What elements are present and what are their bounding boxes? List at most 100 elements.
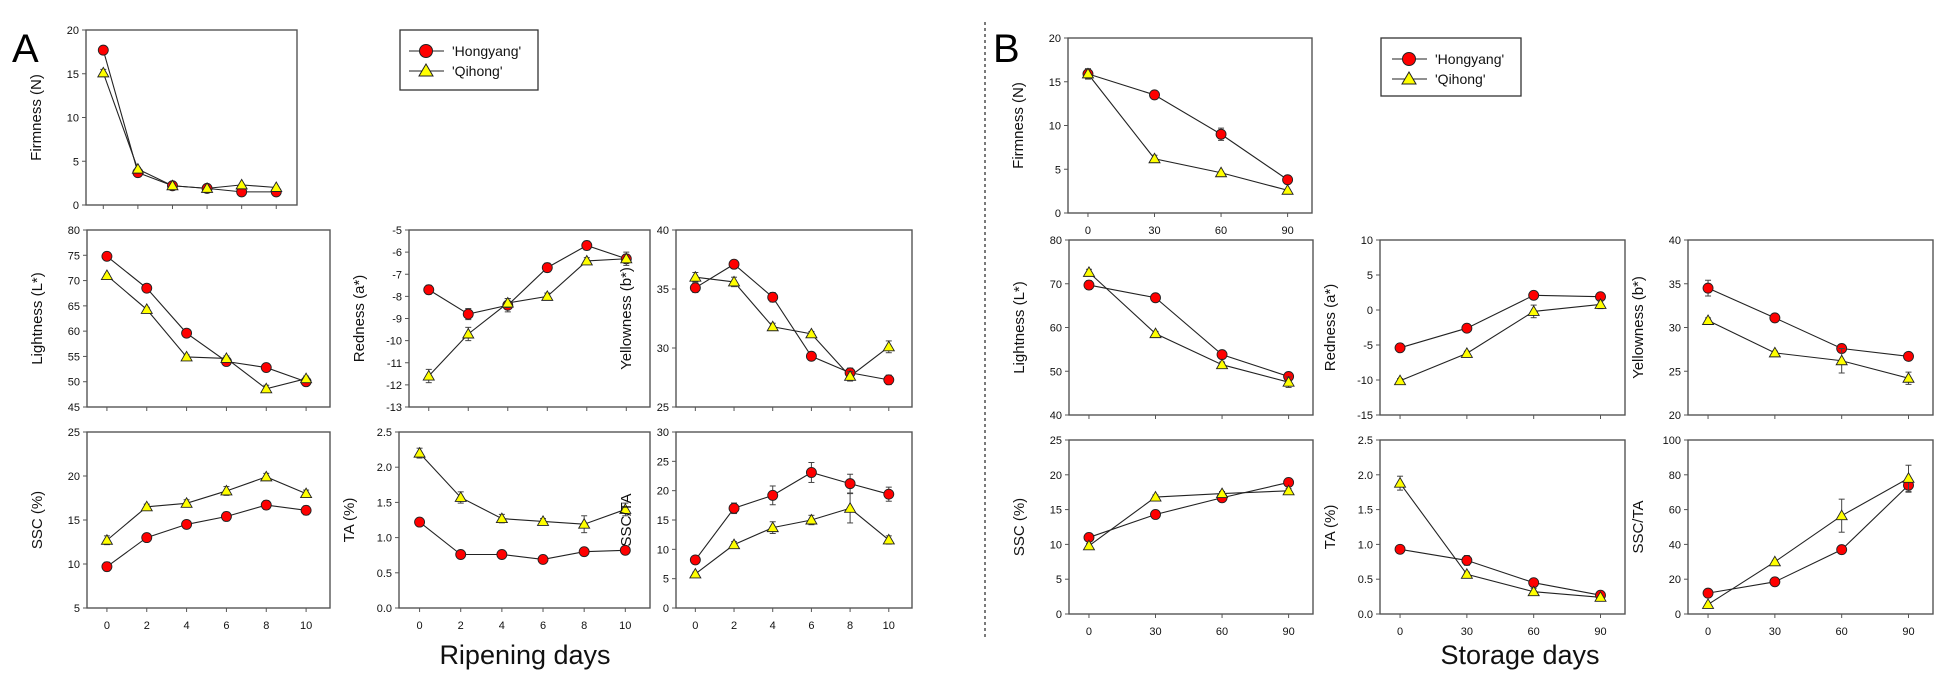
plot-frame [675,431,913,609]
y-tick-label: 15 [67,69,79,81]
x-tick-label: 60 [1528,626,1540,638]
data-point-qihong [220,352,233,363]
x-axis-title-a: Ripening days [439,640,610,670]
data-point-qihong [97,66,110,78]
series-line-hongyang [1707,287,1909,357]
data-point-qihong [1768,346,1782,358]
data-point-qihong [299,372,313,384]
series-line-qihong [1399,482,1601,598]
series-line-hongyang [1088,481,1289,538]
plot-frame [398,431,651,609]
y-axis-title: Firmness (N) [28,74,45,161]
data-point-hongyang [619,544,631,556]
data-point-hongyang [1149,89,1160,101]
series-line-qihong [1399,303,1601,382]
subplot-b-yellowness: 20 25 30 35 40 Yellowness (b*) [1630,235,1934,422]
x-tick-label: 10 [619,620,631,632]
data-point-qihong [1215,487,1229,499]
data-point-qihong [1081,67,1095,79]
subplot-a-redness: -13 -12 -11 -10 -9 -8 -7 -6 -5 Redness (a*) [351,225,651,414]
data-point-qihong [1902,471,1915,483]
x-tick-label: 6 [540,620,546,632]
data-point-qihong [495,512,509,524]
series-line-qihong [419,452,626,525]
data-point-qihong [882,533,896,545]
data-point-qihong [461,327,475,339]
data-point-hongyang [423,284,435,296]
data-point-hongyang [1702,282,1714,294]
subplot-a-sscta: 0 5 10 15 20 25 30 0 2 4 6 8 10 SSC/TA [618,427,913,632]
y-tick-label: 15 [1049,77,1061,89]
y-tick-label: 50 [1050,366,1062,378]
y-tick-label: 30 [1669,323,1681,335]
x-tick-label: 90 [1281,225,1293,237]
legend-triangle-marker [1401,71,1417,85]
y-tick-label: 5 [1056,574,1062,586]
legend-triangle-marker [418,63,434,77]
data-point-qihong [1527,305,1540,316]
y-tick-label: -7 [392,269,402,281]
y-tick-label: 20 [1669,574,1681,586]
x-tick-label: 30 [1148,225,1160,237]
data-point-qihong [166,179,179,191]
y-tick-label: 30 [657,427,669,439]
y-tick-label: 35 [657,284,669,296]
x-tick-label: 4 [184,620,190,632]
data-point-hongyang [300,504,312,516]
x-tick-label: 2 [144,620,150,632]
data-point-qihong [200,181,214,193]
data-point-hongyang [414,516,426,528]
y-tick-label: 25 [1669,366,1681,378]
data-point-qihong [1460,347,1474,358]
subplot-b-firmness: 0 5 10 15 20 0 30 60 90 Firmness (N) [1010,33,1313,237]
data-point-qihong [180,350,193,362]
x-tick-label: 0 [1397,626,1403,638]
plot-frame [1379,439,1626,615]
y-tick-label: 20 [1050,470,1062,482]
data-point-qihong [259,470,273,482]
x-tick-label: 10 [300,620,312,632]
series-line-hongyang [1399,548,1601,596]
data-point-qihong [1149,327,1162,339]
data-point-qihong [131,162,145,174]
subplot-b-ta: 0.0 0.5 1.0 1.5 2.0 2.5 0 30 60 90 TA (%) [1322,435,1626,638]
y-tick-label: 75 [68,250,80,262]
legend-box [399,29,539,91]
data-point-qihong [259,382,273,394]
data-point-hongyang [1769,576,1781,588]
data-point-qihong [689,270,702,282]
data-point-qihong [1902,371,1915,383]
y-tick-label: 1.0 [1358,539,1373,551]
x-tick-label: 2 [731,620,737,632]
data-point-qihong [805,327,818,339]
y-axis-title: SSC (%) [1011,498,1028,556]
data-point-hongyang [101,250,113,262]
data-point-hongyang [1702,587,1714,599]
data-point-hongyang [805,350,817,362]
data-point-hongyang [689,554,701,566]
data-point-qihong [1527,585,1540,597]
y-tick-label: 80 [68,225,80,237]
series-line-hongyang [1399,294,1601,349]
series-line-hongyang [694,471,889,561]
y-tick-label: -11 [387,358,402,370]
y-tick-label: -9 [392,314,402,326]
data-point-qihong [1701,598,1715,609]
data-point-qihong [766,320,780,332]
y-tick-label: 2.5 [377,427,392,439]
series-line-hongyang [428,244,627,315]
y-tick-label: 20 [67,25,79,37]
series-line-qihong [102,72,277,189]
y-tick-label: 0 [1055,208,1061,220]
y-tick-label: -10 [386,336,402,348]
y-tick-label: 45 [68,402,80,414]
y-tick-label: 2.0 [377,462,392,474]
y-axis-title: SSC (%) [29,491,46,549]
y-tick-label: 5 [1055,164,1061,176]
data-point-hongyang [1461,554,1473,566]
data-point-qihong [727,275,741,287]
x-tick-label: 10 [883,620,895,632]
data-point-hongyang [883,374,895,386]
y-axis-title: TA (%) [341,498,358,543]
